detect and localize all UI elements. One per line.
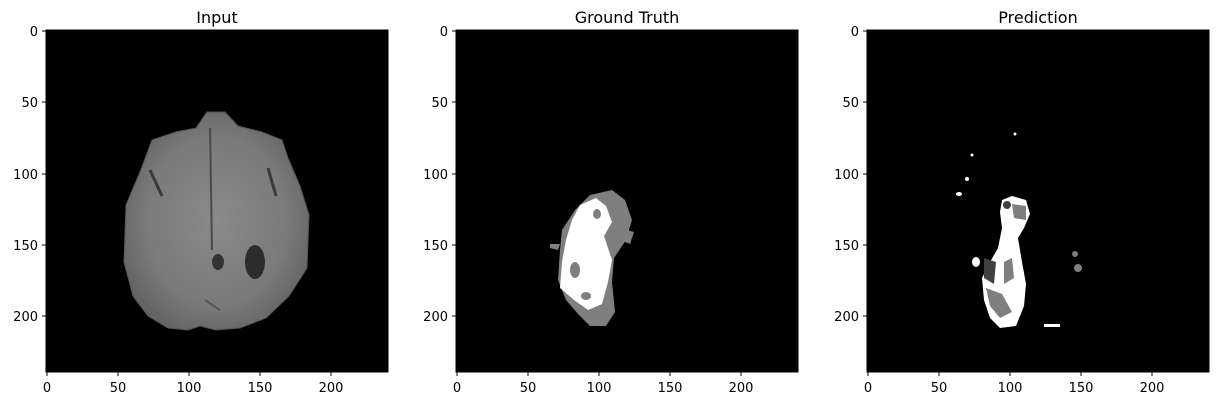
- brain-slice: [123, 111, 310, 331]
- x-axis: 0 50 100 150 200: [43, 372, 344, 396]
- panel-input: Input 0 50 100 150 200: [13, 8, 389, 396]
- y-tick-label: 100: [13, 168, 38, 183]
- x-tick-label: 150: [248, 381, 273, 396]
- y-tick-label: 0: [851, 25, 859, 40]
- x-tick-label: 100: [998, 381, 1023, 396]
- y-tick-label: 0: [30, 25, 38, 40]
- segmentation-mask: [550, 190, 634, 326]
- x-tick-label: 50: [520, 381, 537, 396]
- x-tick-label: 0: [453, 381, 461, 396]
- y-tick-label: 50: [842, 96, 859, 111]
- y-axis: 0 50 100 150 200: [13, 25, 46, 325]
- x-tick-label: 200: [319, 381, 344, 396]
- y-tick-label: 200: [423, 310, 448, 325]
- y-tick-label: 200: [13, 310, 38, 325]
- x-axis: 0 50 100 150 200: [453, 372, 754, 396]
- panel-ground-truth: Ground Truth 0 50 100 150 200: [423, 8, 799, 396]
- prediction-mask: [956, 132, 1082, 328]
- x-tick-label: 150: [1069, 381, 1094, 396]
- y-tick-label: 0: [440, 25, 448, 40]
- panel-title: Prediction: [998, 8, 1077, 27]
- panel-title: Ground Truth: [575, 8, 680, 27]
- x-tick-label: 50: [110, 381, 127, 396]
- y-tick-label: 200: [834, 310, 859, 325]
- y-tick-label: 150: [834, 239, 859, 254]
- image-area: [867, 30, 1209, 372]
- y-tick-label: 100: [834, 168, 859, 183]
- x-tick-label: 0: [43, 381, 51, 396]
- y-tick-label: 100: [423, 168, 448, 183]
- y-tick-label: 50: [431, 96, 448, 111]
- image-area: [456, 30, 798, 372]
- y-tick-label: 150: [13, 239, 38, 254]
- x-tick-label: 100: [587, 381, 612, 396]
- x-tick-label: 150: [658, 381, 683, 396]
- y-axis: 0 50 100 150 200: [423, 25, 456, 325]
- x-axis: 0 50 100 150 200: [864, 372, 1165, 396]
- x-tick-label: 50: [931, 381, 948, 396]
- x-tick-label: 0: [864, 381, 872, 396]
- y-tick-label: 50: [21, 96, 38, 111]
- x-tick-label: 200: [1140, 381, 1165, 396]
- y-tick-label: 150: [423, 239, 448, 254]
- panel-title: Input: [196, 8, 237, 27]
- panel-prediction: Prediction 0 50 100: [834, 8, 1210, 396]
- x-tick-label: 100: [177, 381, 202, 396]
- y-axis: 0 50 100 150 200: [834, 25, 867, 325]
- x-tick-label: 200: [729, 381, 754, 396]
